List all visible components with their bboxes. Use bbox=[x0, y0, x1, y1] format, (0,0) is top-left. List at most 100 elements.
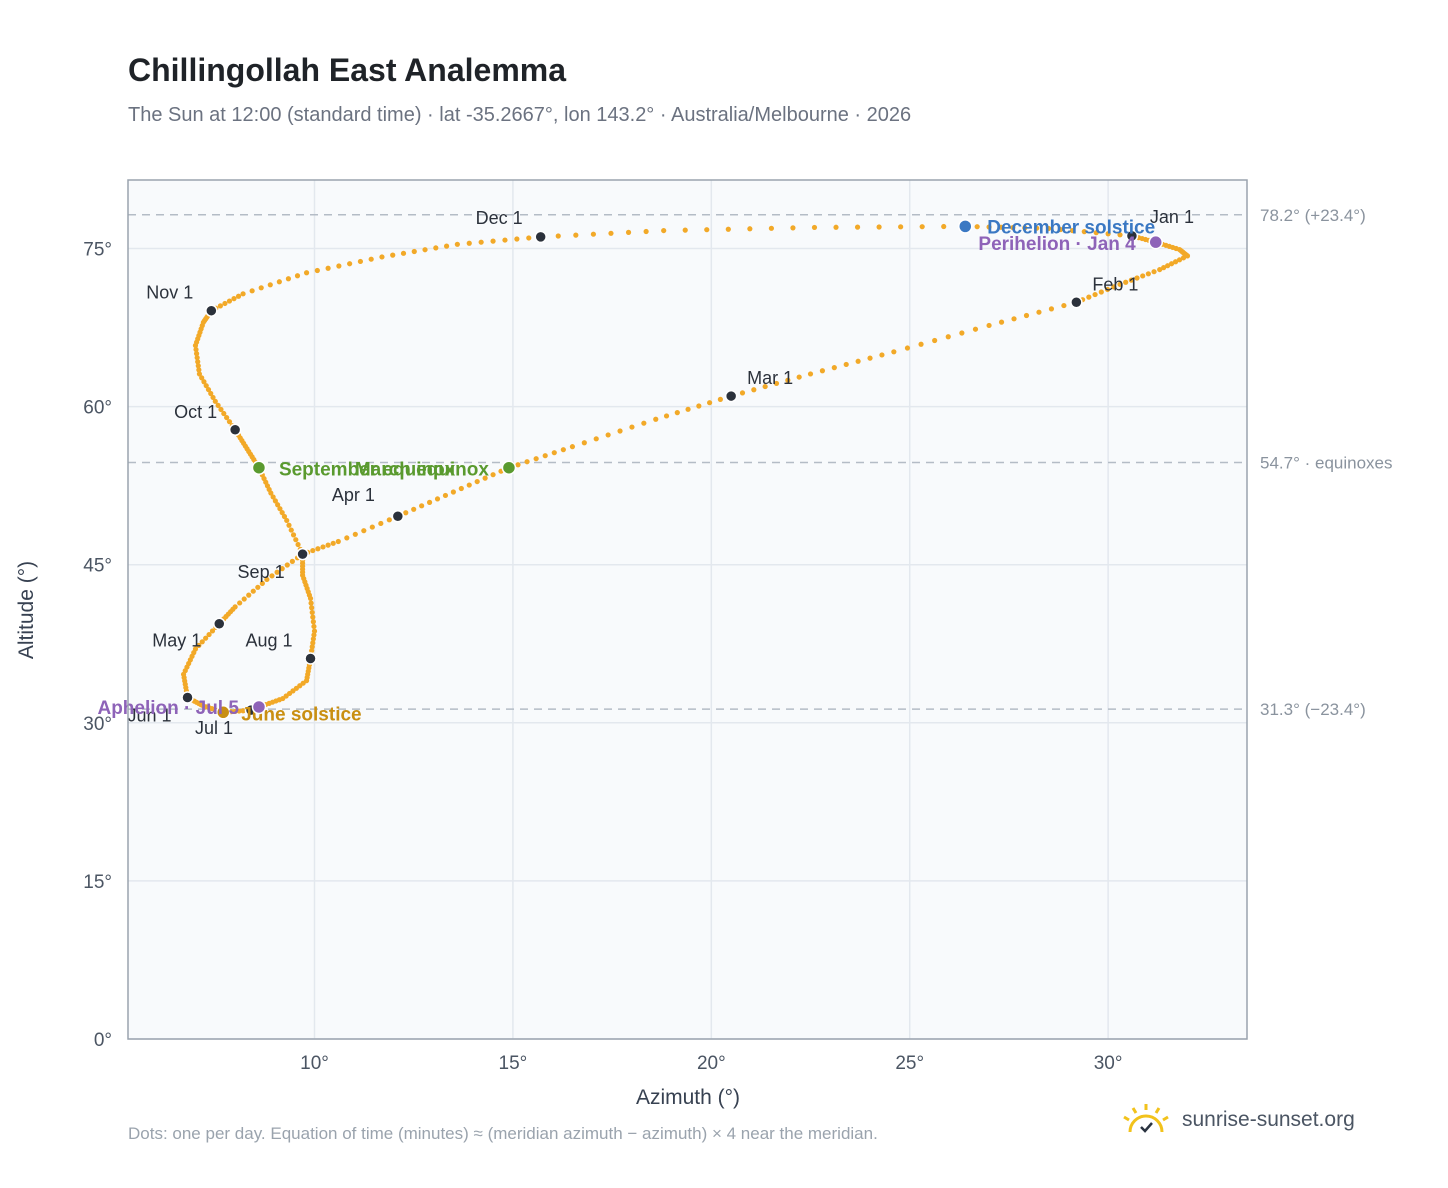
month-label: Mar 1 bbox=[747, 368, 793, 388]
daily-dot bbox=[919, 224, 925, 230]
daily-dot bbox=[1184, 253, 1191, 259]
daily-dot bbox=[275, 502, 281, 508]
daily-dot bbox=[390, 252, 396, 258]
daily-dot bbox=[221, 410, 227, 417]
daily-dot bbox=[685, 406, 691, 412]
chart-title: Chillingollah East Analemma bbox=[128, 52, 567, 88]
daily-dot bbox=[240, 291, 246, 297]
daily-dot bbox=[904, 345, 911, 351]
daily-dot bbox=[310, 636, 316, 642]
daily-dot bbox=[199, 375, 205, 381]
daily-dot bbox=[308, 600, 314, 606]
daily-dot bbox=[203, 383, 209, 389]
daily-dot bbox=[1117, 281, 1123, 287]
x-tick-label: 10° bbox=[300, 1053, 329, 1074]
daily-dot bbox=[1061, 302, 1067, 309]
daily-dot bbox=[226, 419, 233, 425]
daily-dot bbox=[450, 489, 456, 495]
daily-dot bbox=[796, 374, 802, 380]
daily-dot bbox=[378, 520, 384, 527]
daily-dot bbox=[237, 600, 243, 606]
daily-dot bbox=[739, 390, 746, 396]
daily-dot bbox=[1117, 232, 1123, 238]
daily-dot bbox=[717, 396, 723, 402]
daily-dot bbox=[241, 596, 247, 602]
daily-dot bbox=[891, 349, 897, 355]
daily-dot bbox=[303, 270, 310, 276]
brand[interactable]: sunrise-sunset.org bbox=[1120, 1102, 1355, 1138]
daily-dot bbox=[625, 229, 632, 235]
daily-dot bbox=[867, 355, 873, 361]
daily-dot bbox=[379, 254, 385, 260]
daily-dot bbox=[368, 256, 374, 262]
x-tick-label: 15° bbox=[499, 1053, 528, 1074]
daily-dot bbox=[259, 580, 265, 586]
daily-dot bbox=[310, 547, 316, 554]
daily-dot bbox=[641, 420, 647, 426]
x-tick-label: 25° bbox=[895, 1053, 924, 1074]
month-label: Jun 1 bbox=[127, 706, 171, 726]
daily-dot bbox=[274, 569, 280, 575]
daily-dot bbox=[1140, 273, 1146, 279]
daily-dot bbox=[267, 282, 273, 288]
daily-dot bbox=[986, 224, 992, 230]
daily-dot bbox=[608, 230, 614, 236]
daily-dot bbox=[514, 236, 520, 242]
month-label: Jul 1 bbox=[195, 718, 233, 738]
event-marker bbox=[1148, 234, 1163, 250]
daily-dot bbox=[972, 326, 979, 332]
daily-dot bbox=[434, 496, 441, 502]
month-marker bbox=[296, 547, 309, 561]
daily-dot bbox=[195, 363, 201, 369]
daily-dot bbox=[315, 546, 321, 552]
daily-dot bbox=[193, 351, 200, 357]
daily-dot bbox=[1128, 277, 1134, 283]
daily-dot bbox=[998, 224, 1004, 230]
daily-dot bbox=[855, 358, 861, 364]
plot-background bbox=[128, 180, 1247, 1039]
daily-dot bbox=[454, 241, 460, 247]
daily-dot bbox=[361, 528, 367, 534]
daily-dot bbox=[310, 640, 316, 646]
daily-dot bbox=[411, 248, 417, 255]
daily-dot bbox=[311, 628, 318, 634]
daily-dot bbox=[790, 225, 796, 231]
daily-dot bbox=[309, 644, 315, 650]
month-marker bbox=[205, 304, 218, 317]
daily-dot bbox=[309, 605, 315, 611]
daily-dot bbox=[1104, 286, 1111, 293]
sun-logo-icon bbox=[1123, 1104, 1169, 1133]
daily-dot bbox=[663, 413, 670, 419]
event-label: December solstice bbox=[987, 217, 1155, 238]
x-axis-label: Azimuth (°) bbox=[636, 1086, 740, 1109]
daily-dot bbox=[311, 623, 317, 630]
daily-dot bbox=[524, 459, 530, 465]
daily-dot bbox=[941, 223, 947, 230]
month-label: Feb 1 bbox=[1092, 274, 1138, 294]
daily-dot bbox=[309, 609, 315, 616]
daily-dot bbox=[1034, 225, 1040, 231]
event-marker bbox=[501, 460, 517, 475]
y-axis-label: Altitude (°) bbox=[15, 561, 38, 659]
daily-dot bbox=[1022, 225, 1028, 231]
event-marker bbox=[215, 705, 231, 720]
brand-name: sunrise-sunset.org bbox=[1182, 1108, 1355, 1131]
daily-dot bbox=[1172, 259, 1179, 265]
month-marker bbox=[534, 230, 547, 244]
daily-dot bbox=[231, 296, 237, 302]
daily-dot bbox=[386, 517, 392, 523]
daily-dot bbox=[945, 334, 951, 340]
daily-dot bbox=[255, 584, 261, 590]
daily-dot bbox=[209, 628, 216, 634]
daily-dot bbox=[310, 619, 316, 625]
daily-dot bbox=[551, 450, 557, 456]
daily-dot bbox=[215, 402, 221, 409]
daily-dot bbox=[196, 642, 202, 649]
daily-dot bbox=[224, 414, 230, 421]
daily-dot bbox=[515, 462, 521, 468]
daily-dot bbox=[325, 542, 331, 548]
daily-dot bbox=[284, 517, 290, 524]
daily-dot bbox=[466, 240, 472, 246]
daily-dot bbox=[1093, 230, 1099, 236]
